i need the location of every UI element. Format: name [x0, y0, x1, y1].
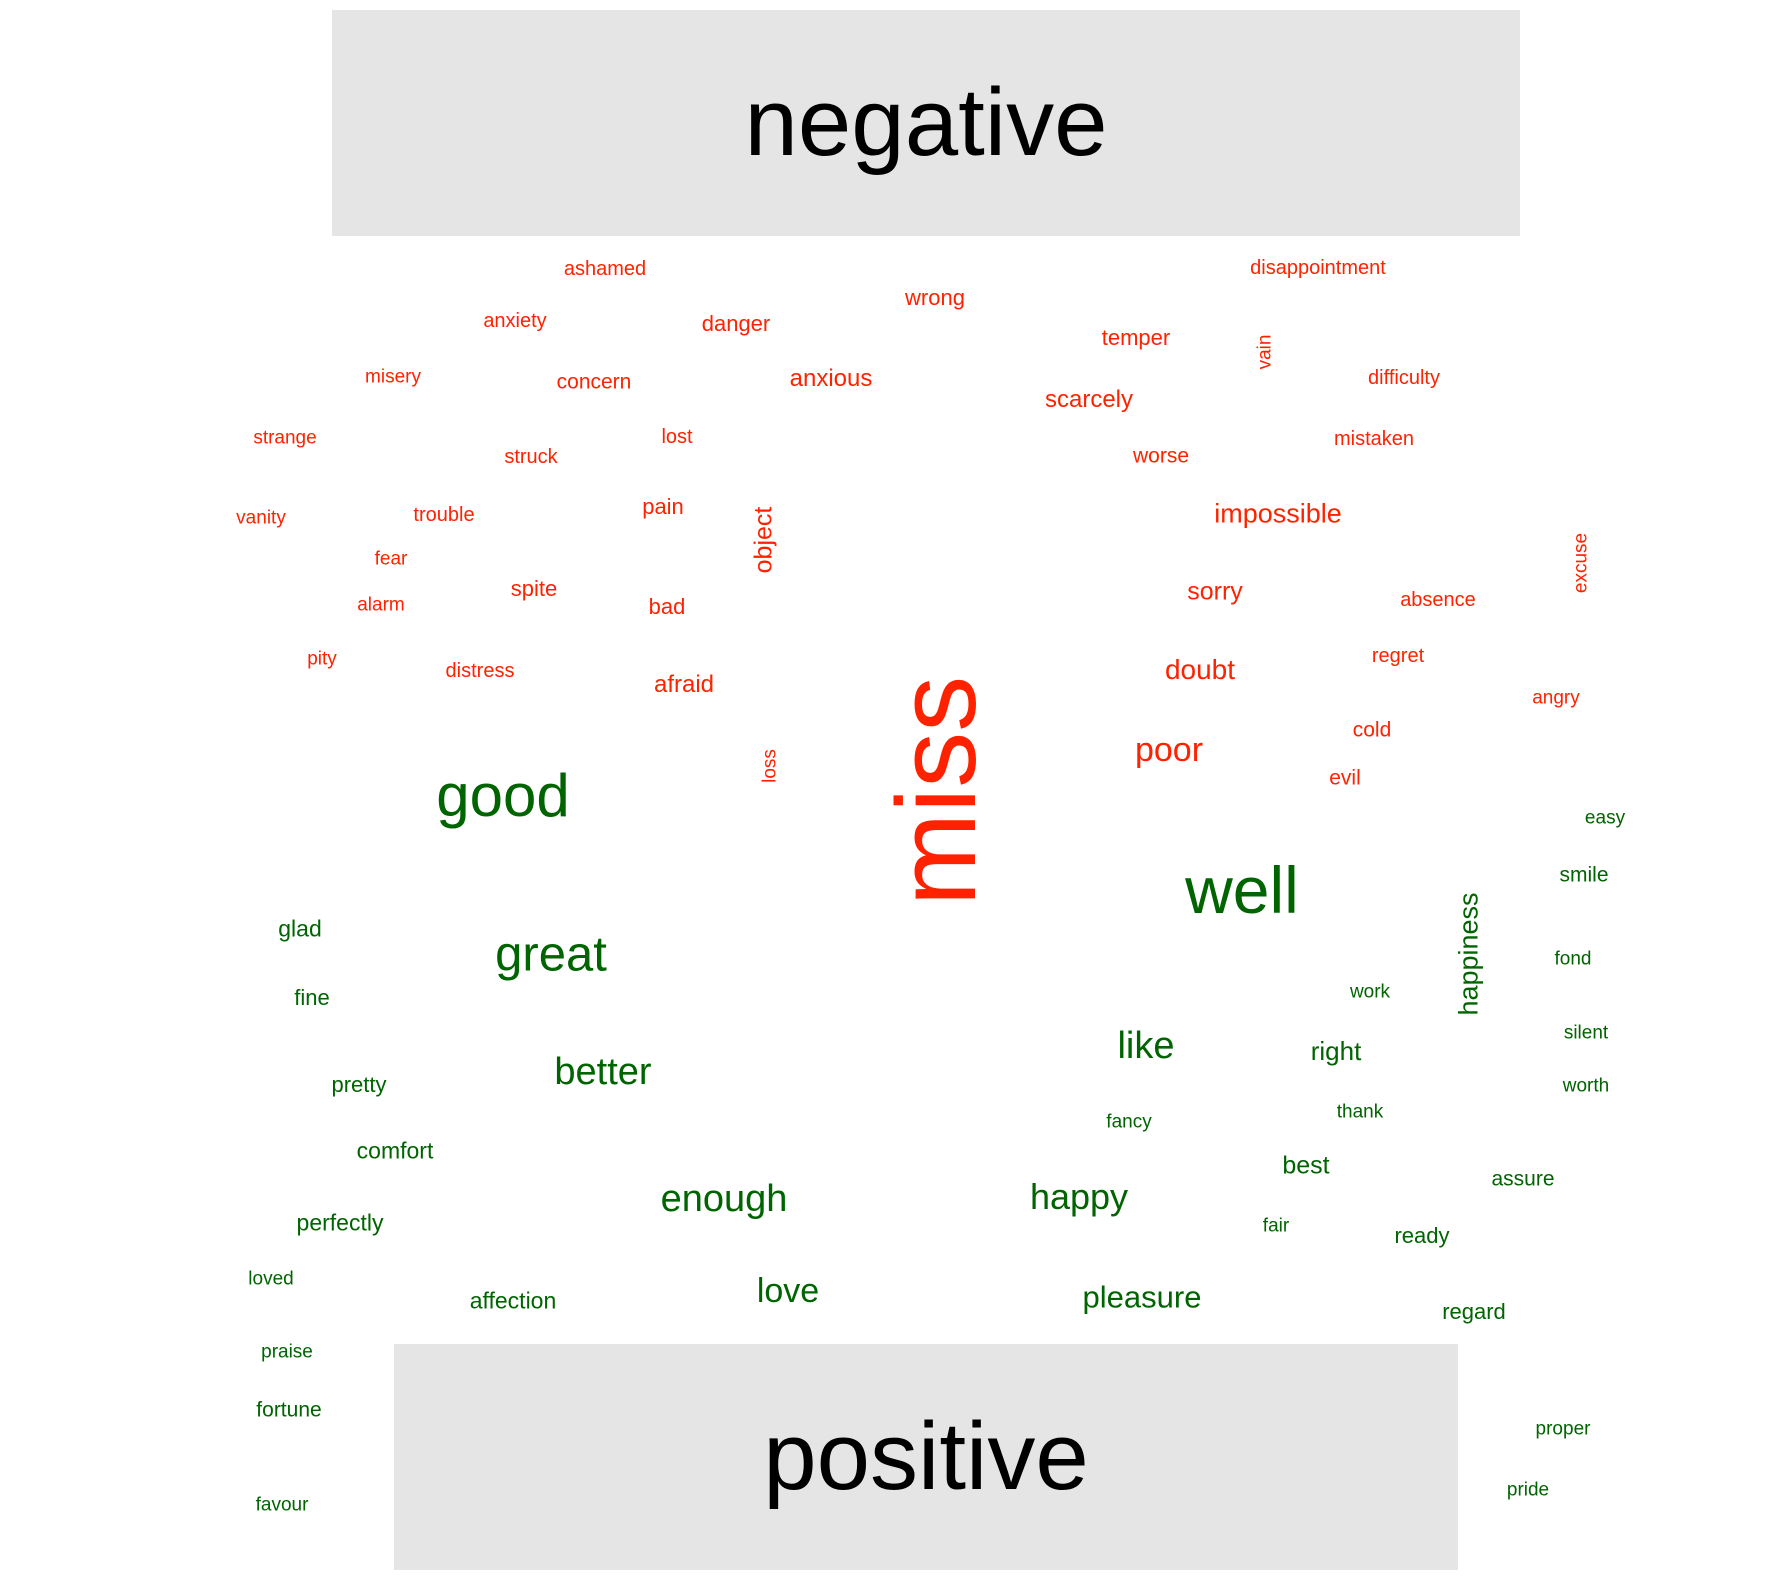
- word-alarm: alarm: [357, 594, 405, 616]
- word-proper: proper: [1535, 1418, 1591, 1440]
- word-vain: vain: [1254, 334, 1276, 370]
- word-pleasure: pleasure: [1082, 1279, 1202, 1315]
- word-distress: distress: [445, 660, 515, 682]
- word-cold: cold: [1352, 718, 1392, 742]
- word-right: right: [1310, 1036, 1362, 1066]
- word-poor: poor: [1134, 731, 1204, 769]
- word-best: best: [1282, 1151, 1330, 1180]
- word-work: work: [1349, 981, 1391, 1003]
- word-like: like: [1117, 1025, 1175, 1067]
- word-happy: happy: [1029, 1176, 1129, 1217]
- word-perfectly: perfectly: [296, 1209, 384, 1236]
- word-struck: struck: [504, 446, 558, 468]
- word-pity: pity: [307, 648, 337, 670]
- word-danger: danger: [701, 311, 771, 336]
- word-vanity: vanity: [236, 507, 286, 529]
- word-evil: evil: [1329, 766, 1361, 790]
- word-good: good: [436, 762, 570, 829]
- word-difficulty: difficulty: [1368, 367, 1440, 389]
- word-object: object: [749, 506, 778, 574]
- word-excuse: excuse: [1570, 532, 1592, 594]
- word-lost: lost: [661, 426, 693, 448]
- word-scarcely: scarcely: [1044, 386, 1134, 413]
- word-pretty: pretty: [331, 1072, 387, 1097]
- word-absence: absence: [1400, 589, 1476, 611]
- negative-category-label: negative: [744, 69, 1108, 176]
- word-ashamed: ashamed: [563, 258, 647, 280]
- word-strange: strange: [253, 427, 317, 449]
- word-bad: bad: [648, 594, 686, 619]
- word-fond: fond: [1554, 948, 1592, 970]
- negative-category-band: negative: [332, 10, 1520, 236]
- word-fine: fine: [294, 985, 330, 1010]
- word-loved: loved: [248, 1268, 294, 1290]
- word-worth: worth: [1562, 1075, 1610, 1097]
- word-fair: fair: [1262, 1215, 1290, 1237]
- word-pride: pride: [1506, 1479, 1550, 1501]
- word-better: better: [554, 1051, 652, 1093]
- word-temper: temper: [1101, 325, 1171, 350]
- word-loss: loss: [759, 749, 781, 783]
- word-assure: assure: [1491, 1167, 1555, 1191]
- word-anxiety: anxiety: [483, 310, 547, 332]
- word-regard: regard: [1442, 1299, 1506, 1324]
- word-enough: enough: [660, 1178, 788, 1220]
- word-anxious: anxious: [789, 365, 873, 392]
- word-pain: pain: [642, 494, 684, 519]
- word-angry: angry: [1532, 687, 1580, 709]
- word-love: love: [756, 1272, 820, 1310]
- word-sorry: sorry: [1187, 577, 1243, 606]
- word-smile: smile: [1559, 863, 1609, 887]
- word-fear: fear: [374, 548, 408, 570]
- word-doubt: doubt: [1164, 654, 1236, 685]
- word-disappointment: disappointment: [1250, 257, 1386, 279]
- word-thank: thank: [1336, 1101, 1384, 1123]
- positive-category-band: positive: [394, 1344, 1458, 1570]
- word-miss: miss: [874, 675, 999, 907]
- word-silent: silent: [1563, 1022, 1609, 1044]
- word-fortune: fortune: [256, 1398, 322, 1422]
- word-impossible: impossible: [1214, 498, 1342, 529]
- word-ready: ready: [1394, 1223, 1450, 1248]
- word-fancy: fancy: [1106, 1111, 1152, 1133]
- word-great: great: [495, 927, 607, 982]
- word-affection: affection: [469, 1287, 557, 1314]
- word-easy: easy: [1584, 807, 1626, 829]
- word-mistaken: mistaken: [1333, 428, 1415, 450]
- word-afraid: afraid: [653, 671, 715, 698]
- word-praise: praise: [261, 1341, 313, 1363]
- word-comfort: comfort: [356, 1137, 434, 1164]
- word-well: well: [1185, 853, 1299, 927]
- word-favour: favour: [255, 1494, 309, 1516]
- word-wrong: wrong: [905, 285, 965, 310]
- word-glad: glad: [278, 915, 322, 942]
- word-trouble: trouble: [413, 504, 475, 526]
- word-concern: concern: [556, 370, 632, 394]
- word-misery: misery: [365, 366, 421, 388]
- word-spite: spite: [510, 576, 558, 601]
- word-worse: worse: [1132, 444, 1190, 468]
- word-happiness: happiness: [1453, 892, 1484, 1016]
- positive-category-label: positive: [763, 1403, 1089, 1510]
- word-regret: regret: [1371, 645, 1425, 667]
